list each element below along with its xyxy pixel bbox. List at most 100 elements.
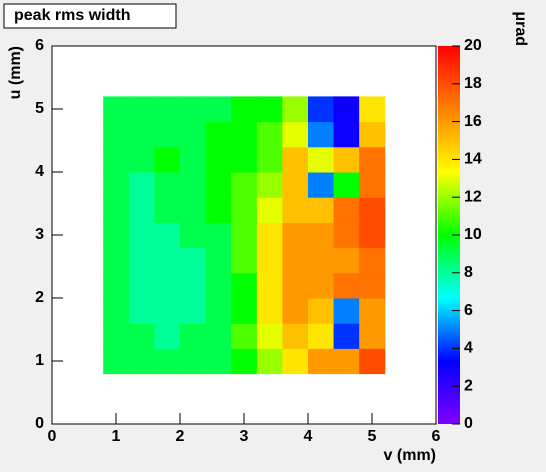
- z-tick-label: 4: [464, 340, 473, 357]
- heat-cell: [103, 272, 130, 299]
- heat-cell: [103, 298, 130, 324]
- heat-cell: [128, 96, 155, 123]
- heat-cell: [308, 323, 335, 349]
- heat-cell: [256, 298, 283, 324]
- y-tick-label: 4: [35, 163, 44, 180]
- heat-cell: [128, 121, 155, 148]
- heat-cell: [205, 96, 232, 123]
- heat-cell: [308, 172, 335, 198]
- x-tick-label: 4: [304, 428, 313, 445]
- heat-cell: [231, 272, 258, 299]
- heat-cell: [282, 222, 309, 249]
- heat-cell: [359, 348, 386, 375]
- heat-cell: [231, 172, 258, 198]
- heat-cell: [333, 146, 360, 173]
- heat-cell: [180, 96, 207, 123]
- heat-cell: [154, 96, 181, 123]
- heat-cell: [308, 222, 335, 249]
- heat-cell: [282, 96, 309, 123]
- heat-cell: [205, 298, 232, 324]
- y-tick-label: 5: [35, 100, 44, 117]
- heat-cell: [282, 348, 309, 375]
- heat-cell: [282, 272, 309, 299]
- heat-cell: [256, 146, 283, 173]
- color-bar: [438, 46, 460, 424]
- y-tick-label: 1: [35, 352, 44, 369]
- heat-cell: [308, 121, 335, 148]
- heat-cell: [333, 172, 360, 198]
- heat-cell: [282, 197, 309, 223]
- heat-cell: [256, 348, 283, 375]
- heat-cell: [180, 172, 207, 198]
- heat-cell: [180, 272, 207, 299]
- heat-cell: [180, 146, 207, 173]
- heat-cell: [359, 121, 386, 148]
- heat-cell: [205, 172, 232, 198]
- heat-cell: [333, 298, 360, 324]
- heat-cell: [256, 247, 283, 274]
- heat-cell: [308, 348, 335, 375]
- heat-cell: [128, 172, 155, 198]
- x-axis-title: v (mm): [384, 447, 436, 464]
- heat-cell: [282, 247, 309, 274]
- heat-cell: [359, 323, 386, 349]
- heat-cell: [256, 121, 283, 148]
- heat-cell: [231, 323, 258, 349]
- heat-cell: [128, 222, 155, 249]
- heat-cell: [205, 323, 232, 349]
- heat-cell: [103, 121, 130, 148]
- heat-cell: [333, 121, 360, 148]
- x-tick-label: 6: [432, 428, 441, 445]
- heat-cell: [359, 247, 386, 274]
- heat-cell: [205, 121, 232, 148]
- heat-cell: [103, 323, 130, 349]
- heat-cell: [333, 222, 360, 249]
- heat-cell: [103, 146, 130, 173]
- heat-cell: [231, 247, 258, 274]
- heat-cell: [333, 348, 360, 375]
- heat-cell: [308, 247, 335, 274]
- heat-cell: [231, 197, 258, 223]
- z-tick-label: 6: [464, 302, 473, 319]
- heat-cell: [256, 323, 283, 349]
- z-tick-label: 2: [464, 377, 473, 394]
- z-tick-label: 8: [464, 264, 473, 281]
- heat-cell: [231, 146, 258, 173]
- z-tick-label: 12: [464, 188, 482, 205]
- heat-cell: [180, 348, 207, 375]
- heat-cell: [103, 222, 130, 249]
- y-tick-label: 3: [35, 226, 44, 243]
- heat-cell: [154, 247, 181, 274]
- heat-cell: [103, 197, 130, 223]
- x-tick-label: 3: [240, 428, 249, 445]
- heat-cell: [154, 323, 181, 349]
- heat-cell: [333, 272, 360, 299]
- heat-cell: [256, 272, 283, 299]
- heat-cell: [333, 197, 360, 223]
- z-tick-label: 10: [464, 226, 482, 243]
- heat-cell: [256, 197, 283, 223]
- y-axis-title: u (mm): [7, 46, 24, 99]
- heat-cell: [128, 323, 155, 349]
- heat-cell: [359, 96, 386, 123]
- heat-cell: [180, 247, 207, 274]
- heat-cell: [154, 121, 181, 148]
- z-tick-label: 14: [464, 151, 482, 168]
- heat-cell: [205, 146, 232, 173]
- heat-cell: [180, 222, 207, 249]
- heat-cell: [154, 348, 181, 375]
- heat-cell: [282, 323, 309, 349]
- heat-cell: [282, 298, 309, 324]
- x-tick-label: 0: [48, 428, 57, 445]
- heat-cell: [205, 197, 232, 223]
- heat-cell: [103, 348, 130, 375]
- heat-cell: [205, 247, 232, 274]
- heat-cell: [154, 146, 181, 173]
- heat-cell: [128, 197, 155, 223]
- heat-cell: [231, 222, 258, 249]
- title-box: [3, 3, 177, 29]
- heat-cell: [308, 272, 335, 299]
- heat-cell: [154, 172, 181, 198]
- heat-cell: [359, 222, 386, 249]
